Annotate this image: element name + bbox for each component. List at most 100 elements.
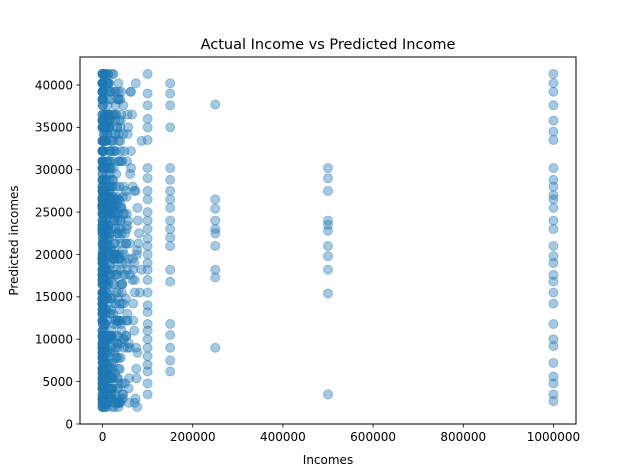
scatter-point	[98, 257, 109, 268]
scatter-point	[97, 373, 108, 384]
scatter-point	[121, 156, 132, 167]
scatter-point	[109, 208, 120, 219]
scatter-point	[112, 122, 123, 133]
scatter-point	[97, 378, 108, 389]
scatter-point	[110, 208, 121, 219]
scatter-point	[97, 233, 108, 244]
scatter-point	[97, 383, 108, 394]
scatter-point	[114, 253, 125, 264]
scatter-point	[548, 181, 559, 192]
scatter-point	[97, 253, 108, 264]
scatter-point	[99, 318, 110, 329]
scatter-point	[101, 233, 112, 244]
scatter-point	[97, 146, 108, 157]
scatter-point	[97, 342, 108, 353]
scatter-point	[97, 257, 108, 268]
scatter-point	[323, 264, 333, 275]
scatter-point	[112, 373, 123, 384]
scatter-point	[132, 245, 143, 256]
scatter-point	[116, 228, 127, 239]
scatter-point	[97, 383, 108, 394]
scatter-point	[108, 135, 119, 146]
scatter-point	[106, 330, 117, 341]
scatter-point	[97, 269, 108, 280]
scatter-point	[107, 215, 118, 226]
scatter-point	[123, 253, 134, 264]
scatter-point	[101, 249, 112, 260]
scatter-point	[97, 264, 108, 275]
scatter-point	[99, 397, 110, 408]
scatter-point	[121, 330, 132, 341]
scatter-point	[118, 298, 129, 309]
scatter-point	[97, 224, 108, 235]
scatter-point	[210, 203, 221, 214]
scatter-point	[97, 185, 108, 196]
scatter-point	[113, 397, 124, 408]
scatter-point	[97, 397, 108, 408]
scatter-point	[112, 315, 123, 326]
scatter-point	[102, 368, 113, 379]
scatter-point	[97, 100, 108, 111]
scatter-point	[142, 378, 153, 389]
scatter-point	[97, 393, 108, 404]
scatter-point	[97, 383, 108, 394]
scatter-point	[121, 208, 132, 219]
scatter-point	[98, 202, 109, 213]
scatter-point	[115, 215, 126, 226]
scatter-point	[165, 318, 176, 329]
scatter-point	[112, 338, 123, 349]
scatter-point	[98, 233, 109, 244]
scatter-point	[97, 202, 108, 213]
scatter-point	[100, 352, 111, 363]
scatter-point	[97, 245, 108, 256]
scatter-point	[165, 174, 176, 185]
scatter-point	[116, 86, 127, 97]
scatter-point	[97, 269, 108, 280]
scatter-point	[97, 200, 108, 211]
scatter-point	[112, 208, 123, 219]
y-tick-label: 25000	[35, 205, 73, 219]
scatter-point	[97, 325, 108, 336]
scatter-point	[98, 253, 109, 264]
scatter-point	[97, 393, 108, 404]
scatter-point	[97, 174, 108, 185]
scatter-point	[97, 220, 108, 231]
scatter-point	[106, 181, 117, 192]
scatter-point	[110, 315, 121, 326]
scatter-point	[97, 156, 108, 167]
scatter-point	[105, 191, 116, 202]
scatter-point	[100, 368, 111, 379]
scatter-point	[142, 264, 153, 275]
scatter-point	[101, 373, 112, 384]
scatter-point	[119, 342, 129, 353]
scatter-point	[98, 352, 109, 363]
scatter-point	[97, 315, 108, 326]
scatter-point	[108, 318, 119, 329]
scatter-point	[97, 115, 108, 126]
scatter-point	[109, 279, 120, 290]
x-tick-label: 600000	[350, 430, 396, 444]
scatter-point	[97, 94, 108, 105]
scatter-point	[125, 86, 136, 97]
scatter-point	[101, 135, 112, 146]
scatter-point	[109, 215, 120, 226]
scatter-point	[98, 208, 109, 219]
scatter-point	[97, 202, 108, 213]
scatter-point	[548, 215, 559, 226]
scatter-point	[111, 318, 122, 329]
scatter-point	[97, 200, 108, 211]
scatter-point	[105, 330, 116, 341]
scatter-point	[112, 94, 123, 105]
scatter-point	[111, 109, 122, 120]
scatter-point	[97, 287, 108, 298]
scatter-point	[97, 279, 108, 290]
scatter-point	[101, 202, 112, 213]
scatter-point	[116, 279, 127, 290]
scatter-point	[134, 228, 145, 239]
scatter-point	[548, 241, 559, 252]
scatter-point	[100, 397, 111, 408]
scatter-point	[108, 208, 119, 219]
scatter-point	[97, 94, 108, 105]
scatter-point	[115, 215, 126, 226]
scatter-point	[98, 368, 109, 379]
